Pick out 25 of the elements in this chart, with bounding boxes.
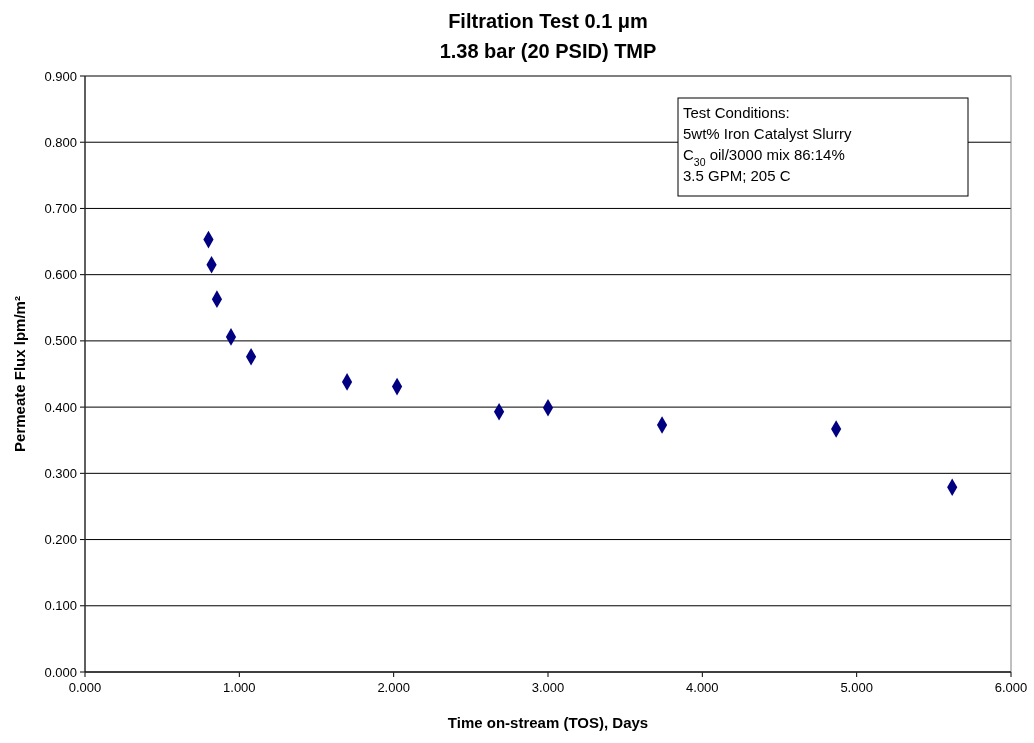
annotation: 5wt% Iron Catalyst Slurry <box>683 125 852 142</box>
x-tick-label: 1.000 <box>223 680 256 695</box>
x-tick-label: 5.000 <box>840 680 873 695</box>
x-tick-label: 3.000 <box>531 680 565 695</box>
x-tick-label: 6.000 <box>994 680 1028 695</box>
x-tick-label: 2.000 <box>377 680 410 695</box>
y-tick-label: 0.800 <box>44 134 77 150</box>
y-tick-label: 0.600 <box>44 267 77 283</box>
y-tick-label: 0.200 <box>44 532 77 548</box>
chart-title: Filtration Test 0.1 μm <box>448 10 648 32</box>
x-axis-title: Time on-stream (TOS), Days <box>447 714 649 731</box>
annotation: C$_{30}$ oil/3000 mix 86:14% <box>683 146 845 168</box>
x-tick-label: 4.000 <box>686 680 719 695</box>
y-tick-label: 0.400 <box>44 399 77 415</box>
y-tick-label: 0.700 <box>44 200 77 216</box>
chart-subtitle: 1.38 bar (20 PSID) TMP <box>439 40 657 62</box>
y-axis-title: Permeate Flux lpm/m² <box>11 296 28 452</box>
x-tick-label: 0.000 <box>68 680 102 695</box>
y-tick-label: 0.000 <box>44 664 77 680</box>
annotation: 3.5 GPM; 205 C <box>683 167 791 184</box>
annotation: Test Conditions: <box>683 104 790 121</box>
y-tick-label: 0.500 <box>44 333 77 349</box>
y-tick-label: 0.300 <box>44 465 77 481</box>
y-tick-label: 0.900 <box>44 68 77 84</box>
y-tick-label: 0.100 <box>44 598 77 614</box>
